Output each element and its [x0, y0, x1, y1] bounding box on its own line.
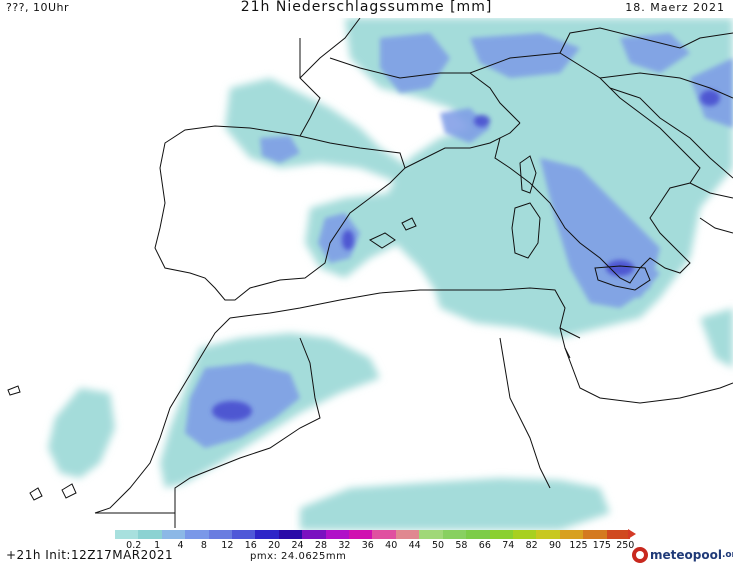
precip-heavy-areas	[212, 90, 720, 421]
color-scale-tick-label: 24	[291, 540, 304, 551]
color-scale-swatch	[232, 530, 256, 539]
color-scale-swatch	[208, 530, 233, 539]
color-scale-tick-label: 1	[154, 540, 161, 551]
color-scale-labels: 0.2 1 4 8 12 16 20 24 28 32 36 40 44 50 58 66 74 82 90 125 1…	[112, 540, 637, 552]
color-scale-tick-label: 20	[268, 540, 281, 551]
color-scale-swatch	[161, 530, 186, 539]
color-scale-tick-label: 16	[244, 540, 257, 551]
color-scale-bar	[115, 530, 630, 539]
color-scale-tick-label: 12	[221, 540, 234, 551]
color-scale-tick-label: 66	[478, 540, 491, 551]
color-scale-tick-label: 175	[592, 540, 611, 551]
color-scale-swatch	[278, 530, 303, 539]
meteopool-logo-icon	[632, 547, 648, 563]
meteopool-logo[interactable]: meteopool .org	[632, 545, 733, 565]
color-scale-tick-label: 90	[549, 540, 562, 551]
logo-tld: .org	[721, 550, 733, 560]
color-scale-swatch	[185, 530, 209, 539]
color-scale-tick-label: 58	[455, 540, 468, 551]
color-scale-tick-label: 250	[616, 540, 635, 551]
color-scale-swatch	[442, 530, 467, 539]
color-scale-tick-label: 36	[361, 540, 374, 551]
color-scale-swatch	[583, 530, 607, 539]
precip-light-areas	[48, 18, 733, 530]
precipitation-map	[7, 18, 733, 530]
forecast-date: 18. Maerz 2021	[625, 1, 725, 14]
color-scale-tick-label: 8	[200, 540, 207, 551]
color-scale-swatch	[115, 530, 139, 539]
color-scale-swatch	[466, 530, 490, 539]
forecast-time-label: ???, 10Uhr	[6, 1, 70, 14]
color-scale-tick-label: 28	[314, 540, 328, 551]
color-scale-swatch	[349, 530, 373, 539]
color-scale-swatch	[255, 530, 279, 539]
color-scale-swatch	[302, 530, 326, 539]
color-scale-tick-label: 40	[385, 540, 398, 551]
color-scale-tick-label: 44	[408, 540, 421, 551]
color-scale-swatch	[395, 530, 420, 539]
color-scale-swatch	[138, 530, 162, 539]
max-precip-label: pmx: 24.0625mm	[250, 551, 347, 562]
map-title: 21h Niederschlagssumme [mm]	[240, 0, 493, 15]
color-scale-swatch	[325, 530, 350, 539]
logo-text: meteopool	[650, 548, 722, 562]
init-time-label: +21h Init:12Z17MAR2021	[6, 548, 174, 562]
color-scale-arrow-icon	[628, 529, 636, 539]
color-scale-tick-label: 125	[569, 540, 588, 551]
color-scale-swatch	[536, 530, 560, 539]
color-scale-swatch	[606, 530, 630, 539]
color-scale-tick-label: 50	[431, 540, 445, 551]
coastlines	[7, 18, 733, 528]
color-scale-tick-label: 32	[338, 540, 351, 551]
color-scale-tick-label: 4	[177, 540, 184, 551]
color-scale-tick-label: 74	[502, 540, 515, 551]
color-scale-swatch	[559, 530, 584, 539]
color-scale-tick-label: 0.2	[126, 540, 142, 551]
color-scale-swatch	[489, 530, 513, 539]
color-scale-tick-label: 82	[525, 540, 538, 551]
color-scale-swatch	[372, 530, 396, 539]
color-scale-swatch	[512, 530, 537, 539]
color-scale-swatch	[419, 530, 443, 539]
